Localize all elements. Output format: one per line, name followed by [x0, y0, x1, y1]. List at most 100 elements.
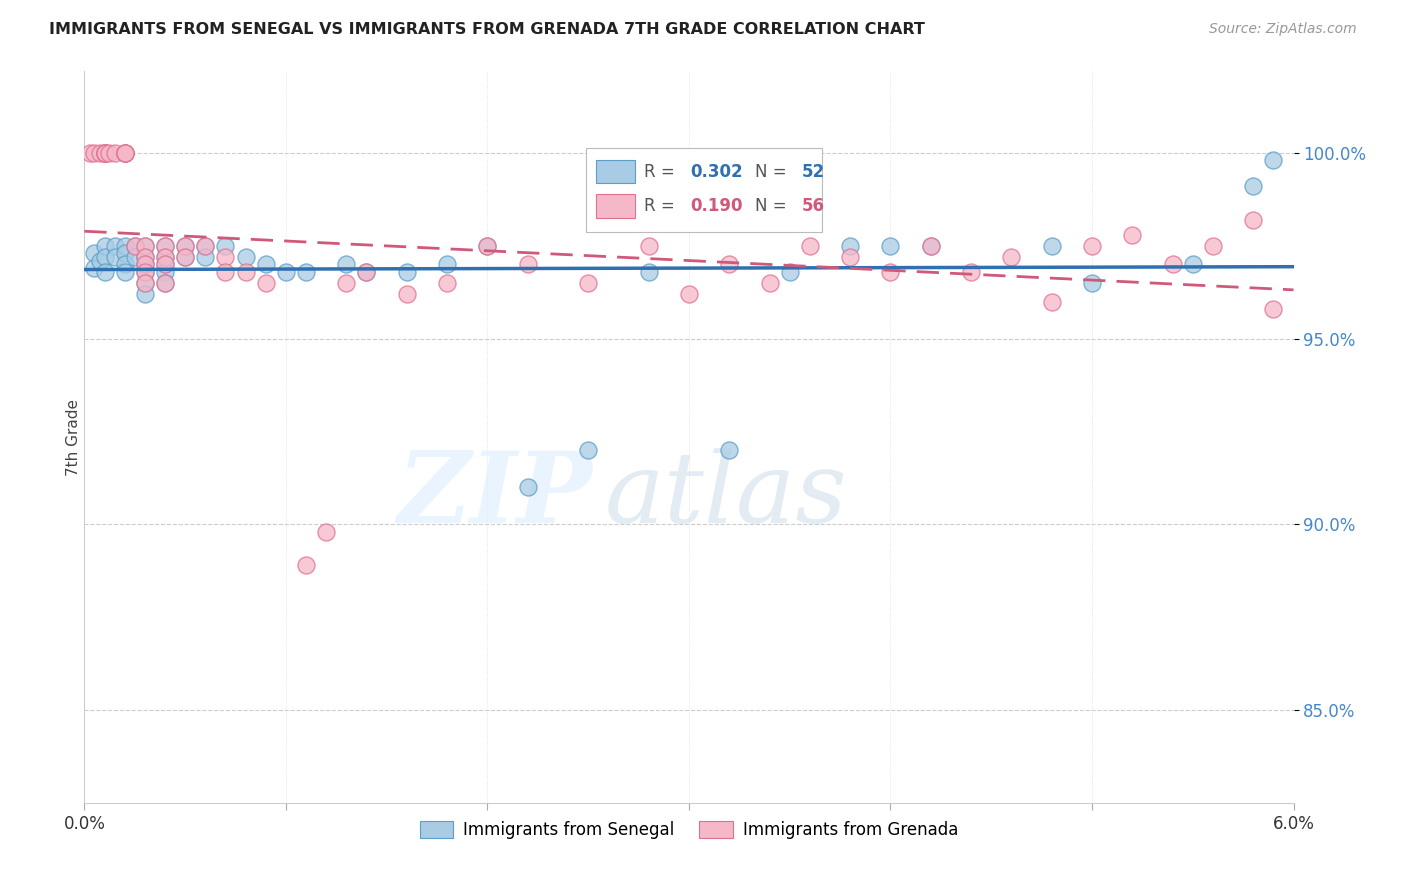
Point	[678, 287, 700, 301]
Point	[89, 146, 111, 161]
Point	[104, 250, 127, 264]
Point	[89, 253, 111, 268]
Text: N =: N =	[755, 162, 793, 180]
Point	[174, 250, 197, 264]
Point	[104, 239, 127, 253]
Point	[879, 265, 901, 279]
Point	[235, 250, 257, 264]
Point	[436, 276, 458, 290]
Point	[779, 265, 801, 279]
Point	[477, 239, 499, 253]
Point	[93, 265, 115, 279]
Point	[93, 250, 115, 264]
Point	[214, 265, 236, 279]
Point	[114, 146, 136, 161]
Point	[1263, 301, 1285, 316]
FancyBboxPatch shape	[586, 148, 823, 232]
Point	[356, 265, 378, 279]
Point	[436, 257, 458, 271]
Text: R =: R =	[644, 197, 681, 215]
Point	[879, 239, 901, 253]
Point	[1081, 239, 1104, 253]
Point	[1241, 179, 1264, 194]
Point	[194, 250, 217, 264]
Point	[254, 257, 277, 271]
Point	[134, 276, 156, 290]
Point	[134, 276, 156, 290]
Point	[174, 239, 197, 253]
Point	[1121, 227, 1143, 242]
Point	[335, 257, 357, 271]
Legend: Immigrants from Senegal, Immigrants from Grenada: Immigrants from Senegal, Immigrants from…	[413, 814, 965, 846]
Point	[1202, 239, 1225, 253]
Point	[235, 265, 257, 279]
Text: 0.190: 0.190	[690, 197, 742, 215]
Point	[1263, 153, 1285, 168]
Point	[194, 239, 217, 253]
Text: atlas: atlas	[605, 448, 846, 543]
Point	[799, 239, 821, 253]
Point	[516, 257, 538, 271]
Point	[114, 146, 136, 161]
Text: IMMIGRANTS FROM SENEGAL VS IMMIGRANTS FROM GRENADA 7TH GRADE CORRELATION CHART: IMMIGRANTS FROM SENEGAL VS IMMIGRANTS FR…	[49, 22, 925, 37]
Point	[134, 265, 156, 279]
Point	[124, 239, 146, 253]
Point	[1241, 212, 1264, 227]
Point	[477, 239, 499, 253]
Text: 0.302: 0.302	[690, 162, 742, 180]
Point	[134, 257, 156, 271]
Point	[153, 276, 176, 290]
Point	[153, 276, 176, 290]
Point	[315, 524, 337, 539]
Point	[153, 265, 176, 279]
Point	[174, 239, 197, 253]
Point	[93, 146, 115, 161]
Point	[153, 250, 176, 264]
Point	[718, 443, 741, 458]
Point	[274, 265, 297, 279]
Point	[718, 257, 741, 271]
Point	[1040, 239, 1063, 253]
Point	[93, 146, 115, 161]
Point	[114, 146, 136, 161]
Point	[516, 480, 538, 494]
Point	[920, 239, 942, 253]
Point	[124, 239, 146, 253]
Point	[1081, 276, 1104, 290]
Point	[153, 239, 176, 253]
Point	[134, 239, 156, 253]
Point	[114, 265, 136, 279]
Point	[134, 250, 156, 264]
Point	[153, 250, 176, 264]
Point	[93, 239, 115, 253]
Point	[295, 558, 318, 573]
Point	[83, 261, 105, 276]
FancyBboxPatch shape	[596, 160, 634, 183]
Point	[79, 146, 101, 161]
Point	[114, 146, 136, 161]
Point	[335, 276, 357, 290]
Point	[134, 265, 156, 279]
Point	[153, 257, 176, 271]
Point	[174, 250, 197, 264]
Point	[153, 257, 176, 271]
Point	[576, 443, 599, 458]
Point	[83, 246, 105, 260]
Point	[1161, 257, 1184, 271]
Point	[920, 239, 942, 253]
Point	[114, 239, 136, 253]
Point	[124, 250, 146, 264]
Text: Source: ZipAtlas.com: Source: ZipAtlas.com	[1209, 22, 1357, 37]
Point	[1181, 257, 1204, 271]
Point	[395, 287, 418, 301]
Point	[214, 239, 236, 253]
Point	[214, 250, 236, 264]
Text: N =: N =	[755, 197, 793, 215]
Text: 52: 52	[801, 162, 824, 180]
Point	[114, 246, 136, 260]
Point	[97, 146, 120, 161]
Point	[576, 276, 599, 290]
Point	[104, 146, 127, 161]
Text: ZIP: ZIP	[398, 448, 592, 544]
Text: R =: R =	[644, 162, 681, 180]
